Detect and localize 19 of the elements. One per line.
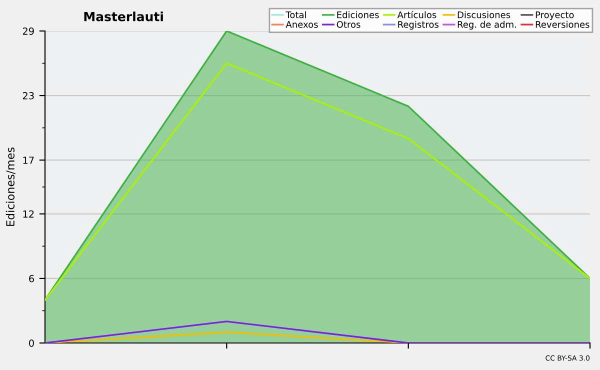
y-tick-label: 29 [22,27,34,35]
line-series [45,62,590,301]
y-tick-label: 6 [29,274,34,282]
y-axis-title: Ediciones/mes [6,148,16,226]
y-tick-label: 23 [22,92,34,100]
legend-label: Anexos [286,21,318,28]
chart-title: Masterlauti [84,12,163,22]
legend-label: Reversiones [536,20,590,28]
y-tick-label: 12 [23,210,34,218]
legend-label: Registros [398,20,439,30]
legend-label: Ediciones [337,11,379,18]
legend-label: Reg. de adm. [458,20,516,30]
legend-label: Proyecto [536,12,574,20]
legend-label: Artículos [397,10,436,18]
legend-label: Total [286,11,306,18]
y-tick-label: 0 [29,339,34,347]
legend-label: Otros [336,21,360,28]
y-tick-label: 17 [23,156,34,164]
legend-label: Discusiones [458,11,510,18]
